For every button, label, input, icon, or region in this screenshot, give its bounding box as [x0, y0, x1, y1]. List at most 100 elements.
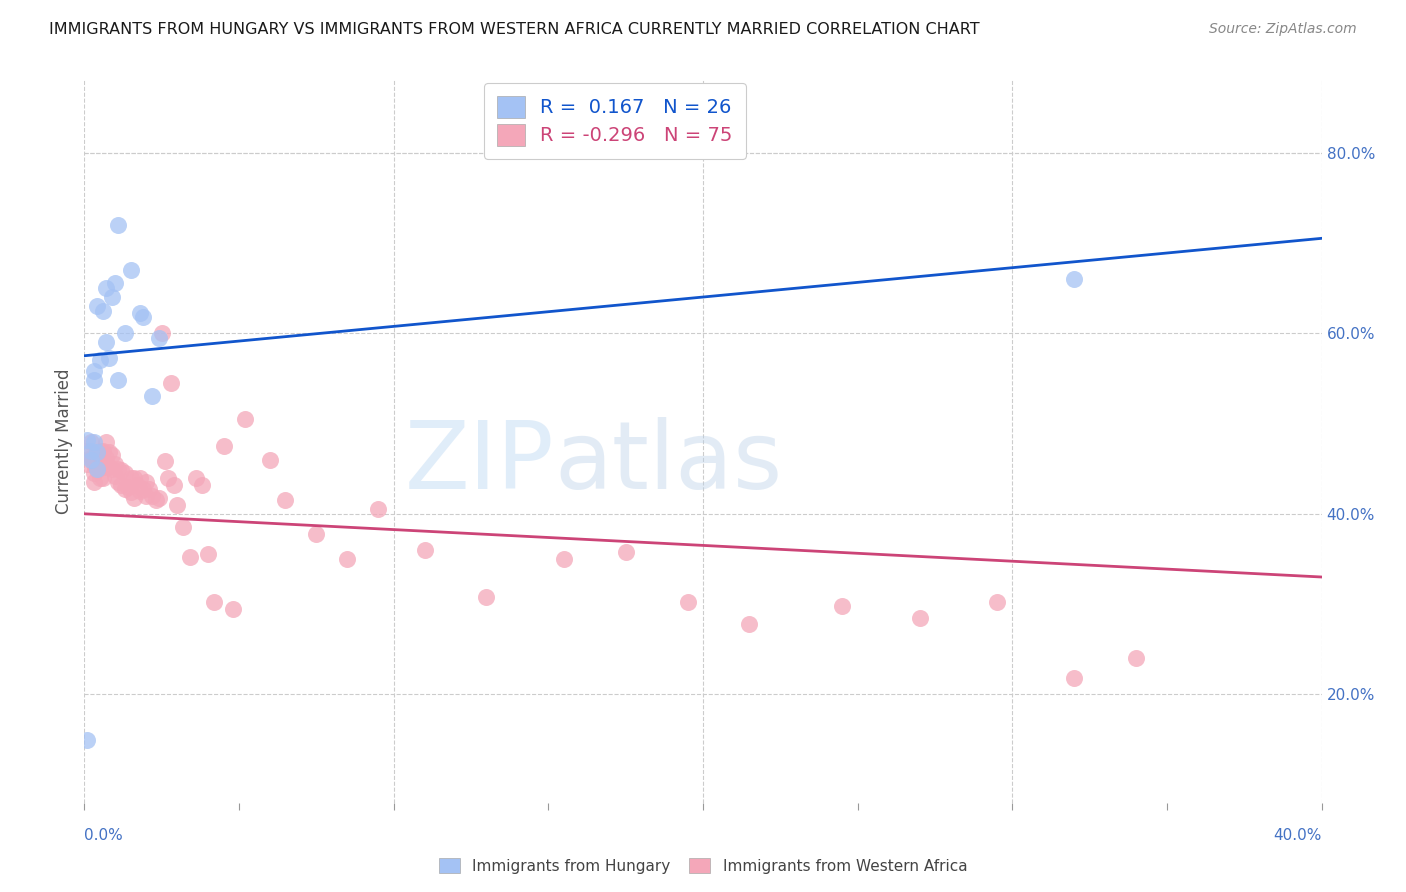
- Point: [117, 480, 139, 494]
- Y-axis label: Currently Married: Currently Married: [55, 368, 73, 515]
- Point: [107, 475, 129, 490]
- Legend: R =  0.167   N = 26, R = -0.296   N = 75: R = 0.167 N = 26, R = -0.296 N = 75: [484, 83, 747, 159]
- Point: [98, 459, 121, 474]
- Point: [160, 376, 183, 390]
- Point: [831, 599, 853, 613]
- Text: Source: ZipAtlas.com: Source: ZipAtlas.com: [1209, 22, 1357, 37]
- Point: [120, 485, 142, 500]
- Text: IMMIGRANTS FROM HUNGARY VS IMMIGRANTS FROM WESTERN AFRICA CURRENTLY MARRIED CORR: IMMIGRANTS FROM HUNGARY VS IMMIGRANTS FR…: [49, 22, 980, 37]
- Point: [135, 489, 157, 503]
- Point: [184, 471, 207, 485]
- Point: [1063, 272, 1085, 286]
- Point: [86, 299, 108, 313]
- Point: [83, 373, 105, 387]
- Point: [738, 617, 761, 632]
- Point: [129, 471, 152, 485]
- Point: [222, 601, 245, 615]
- Point: [83, 457, 105, 471]
- Point: [91, 459, 114, 474]
- Point: [122, 471, 145, 485]
- Point: [676, 595, 699, 609]
- Point: [94, 450, 117, 465]
- Point: [475, 590, 498, 604]
- Point: [89, 353, 111, 368]
- Point: [141, 489, 163, 503]
- Point: [120, 471, 142, 485]
- Point: [614, 545, 637, 559]
- Point: [163, 478, 186, 492]
- Point: [107, 461, 129, 475]
- Point: [125, 478, 148, 492]
- Point: [202, 595, 225, 609]
- Point: [191, 478, 214, 492]
- Point: [79, 443, 101, 458]
- Point: [94, 434, 117, 449]
- Point: [986, 595, 1008, 609]
- Legend: Immigrants from Hungary, Immigrants from Western Africa: Immigrants from Hungary, Immigrants from…: [433, 852, 973, 880]
- Point: [101, 461, 124, 475]
- Point: [197, 548, 219, 562]
- Point: [86, 445, 108, 459]
- Text: ZIP: ZIP: [405, 417, 554, 509]
- Point: [1063, 671, 1085, 685]
- Point: [132, 482, 155, 496]
- Point: [86, 461, 108, 475]
- Point: [98, 351, 121, 366]
- Point: [156, 471, 179, 485]
- Point: [104, 277, 127, 291]
- Point: [91, 303, 114, 318]
- Point: [212, 439, 235, 453]
- Point: [122, 491, 145, 505]
- Point: [76, 457, 98, 471]
- Point: [98, 445, 121, 459]
- Point: [114, 326, 136, 341]
- Point: [89, 471, 111, 485]
- Point: [150, 326, 173, 341]
- Point: [83, 466, 105, 480]
- Point: [89, 443, 111, 458]
- Point: [104, 457, 127, 471]
- Point: [179, 550, 201, 565]
- Point: [76, 732, 98, 747]
- Point: [141, 389, 163, 403]
- Point: [148, 491, 170, 505]
- Point: [114, 482, 136, 496]
- Point: [94, 335, 117, 350]
- Point: [553, 552, 575, 566]
- Point: [129, 484, 152, 499]
- Point: [166, 498, 188, 512]
- Point: [91, 443, 114, 458]
- Text: atlas: atlas: [554, 417, 783, 509]
- Point: [110, 478, 132, 492]
- Point: [76, 443, 98, 458]
- Point: [76, 433, 98, 447]
- Text: 40.0%: 40.0%: [1274, 828, 1322, 843]
- Point: [120, 263, 142, 277]
- Point: [79, 450, 101, 465]
- Point: [114, 466, 136, 480]
- Point: [107, 218, 129, 232]
- Point: [145, 493, 167, 508]
- Point: [908, 610, 931, 624]
- Point: [172, 520, 194, 534]
- Point: [259, 452, 281, 467]
- Point: [132, 310, 155, 324]
- Point: [129, 306, 152, 320]
- Point: [110, 463, 132, 477]
- Point: [274, 493, 297, 508]
- Point: [233, 412, 256, 426]
- Point: [83, 434, 105, 449]
- Point: [1125, 651, 1147, 665]
- Point: [91, 471, 114, 485]
- Point: [104, 468, 127, 483]
- Point: [83, 475, 105, 490]
- Point: [135, 475, 157, 490]
- Point: [101, 290, 124, 304]
- Point: [413, 542, 436, 557]
- Point: [86, 463, 108, 477]
- Point: [79, 434, 101, 449]
- Point: [153, 454, 176, 468]
- Point: [107, 373, 129, 387]
- Point: [79, 452, 101, 467]
- Point: [336, 552, 359, 566]
